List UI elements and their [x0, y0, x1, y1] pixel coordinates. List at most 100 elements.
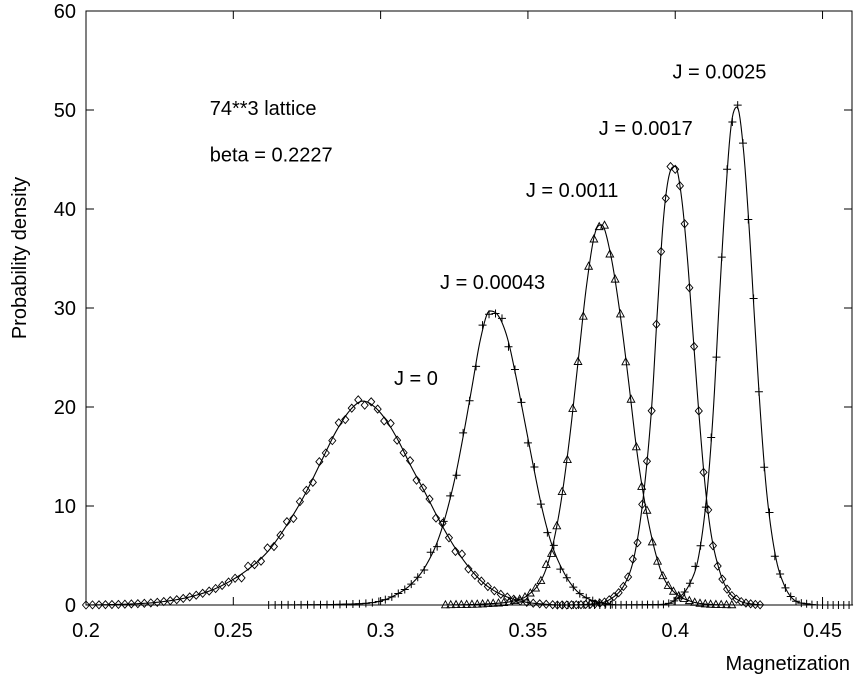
- diamond-marker: [718, 574, 727, 584]
- diamond-marker: [628, 554, 637, 564]
- plus-marker: [497, 314, 506, 323]
- diamond-marker: [529, 598, 538, 608]
- plus-marker: [680, 587, 689, 596]
- x-tick-label: 0.45: [803, 620, 842, 642]
- triangle-marker: [584, 261, 594, 270]
- diamond-marker: [614, 588, 623, 598]
- plus-marker: [368, 598, 377, 607]
- plus-marker: [433, 542, 442, 551]
- plus-marker: [792, 597, 801, 606]
- series-curve: [268, 310, 617, 606]
- diamond-marker: [159, 596, 168, 607]
- triangle-marker: [462, 599, 472, 608]
- plus-marker: [374, 597, 383, 606]
- diamond-marker: [308, 477, 317, 487]
- diamond-marker: [490, 586, 499, 596]
- plus-marker: [400, 585, 409, 594]
- triangle-marker: [711, 599, 721, 608]
- plus-marker: [707, 433, 716, 442]
- triangle-marker: [531, 583, 541, 592]
- triangle-marker: [509, 595, 519, 605]
- diamond-marker: [431, 513, 441, 523]
- diamond-marker: [464, 564, 473, 574]
- plus-marker: [394, 589, 403, 598]
- triangle-marker: [552, 520, 562, 530]
- plus-marker: [691, 562, 700, 571]
- diamond-marker: [451, 546, 460, 557]
- diamond-marker: [334, 418, 343, 428]
- diamond-marker: [722, 584, 732, 594]
- triangle-marker: [700, 598, 710, 608]
- diamond-marker: [101, 599, 110, 610]
- diamond-marker: [689, 341, 699, 352]
- diamond-marker: [321, 448, 330, 458]
- diamond-marker: [694, 406, 703, 416]
- diamond-marker: [347, 403, 356, 413]
- plus-marker: [452, 471, 461, 480]
- plus-marker: [426, 548, 435, 557]
- diamond-marker: [230, 573, 240, 583]
- diamond-marker: [107, 599, 117, 610]
- triangle-marker: [493, 598, 504, 607]
- plus-marker: [413, 573, 422, 582]
- triangle-marker: [472, 599, 482, 608]
- diamond-marker: [205, 586, 214, 596]
- diamond-marker: [380, 416, 389, 426]
- diamond-marker: [386, 418, 395, 429]
- triangle-marker: [610, 274, 620, 283]
- diamond-marker: [393, 435, 402, 445]
- diamond-marker: [94, 600, 104, 610]
- diamond-marker: [737, 596, 746, 607]
- diamond-marker: [127, 599, 136, 609]
- plus-marker: [749, 294, 758, 303]
- diamond-marker: [438, 518, 447, 529]
- diamond-marker: [642, 456, 652, 466]
- x-tick-label: 0.3: [367, 620, 395, 642]
- diamond-marker: [114, 599, 123, 610]
- series-curve: [85, 400, 558, 606]
- triangle-marker: [706, 599, 716, 608]
- plus-marker: [575, 589, 584, 598]
- plus-marker: [510, 365, 519, 374]
- plus-marker: [675, 593, 684, 602]
- triangle-marker: [626, 394, 636, 403]
- triangle-marker: [594, 221, 604, 231]
- plus-marker: [387, 592, 396, 601]
- diamond-marker: [166, 595, 175, 606]
- diamond-marker: [477, 576, 486, 586]
- diamond-marker: [496, 589, 505, 600]
- plus-marker: [439, 517, 448, 526]
- y-tick-label: 50: [54, 100, 76, 122]
- plus-marker: [770, 552, 779, 561]
- diamond-marker: [224, 577, 233, 587]
- diamond-marker: [367, 397, 376, 407]
- plus-marker: [582, 593, 591, 602]
- diamond-marker: [522, 597, 531, 608]
- triangle-marker: [541, 559, 551, 568]
- diamond-marker: [250, 560, 259, 570]
- diamond-marker: [418, 483, 428, 493]
- plus-marker: [407, 580, 416, 589]
- diamond-marker: [172, 594, 181, 605]
- y-tick-label: 30: [54, 298, 76, 320]
- plot-area: [85, 10, 853, 606]
- plus-marker: [381, 595, 390, 604]
- diamond-marker: [373, 404, 382, 414]
- plus-marker: [530, 463, 539, 472]
- series-label: J = 0.00043: [440, 272, 545, 294]
- triangle-marker: [721, 599, 732, 609]
- triangle-marker: [451, 599, 461, 609]
- plus-marker: [670, 596, 679, 605]
- diamond-marker: [179, 593, 188, 604]
- diamond-marker: [302, 485, 311, 496]
- plus-marker: [781, 583, 790, 592]
- diamond-marker: [444, 533, 454, 543]
- plus-marker: [478, 321, 487, 330]
- plus-marker: [776, 570, 785, 579]
- triangle-marker: [499, 597, 509, 606]
- diamond-marker: [211, 583, 220, 594]
- diamond-marker: [328, 435, 337, 446]
- series-label: J = 0.0017: [599, 118, 693, 140]
- diamond-marker: [133, 598, 142, 609]
